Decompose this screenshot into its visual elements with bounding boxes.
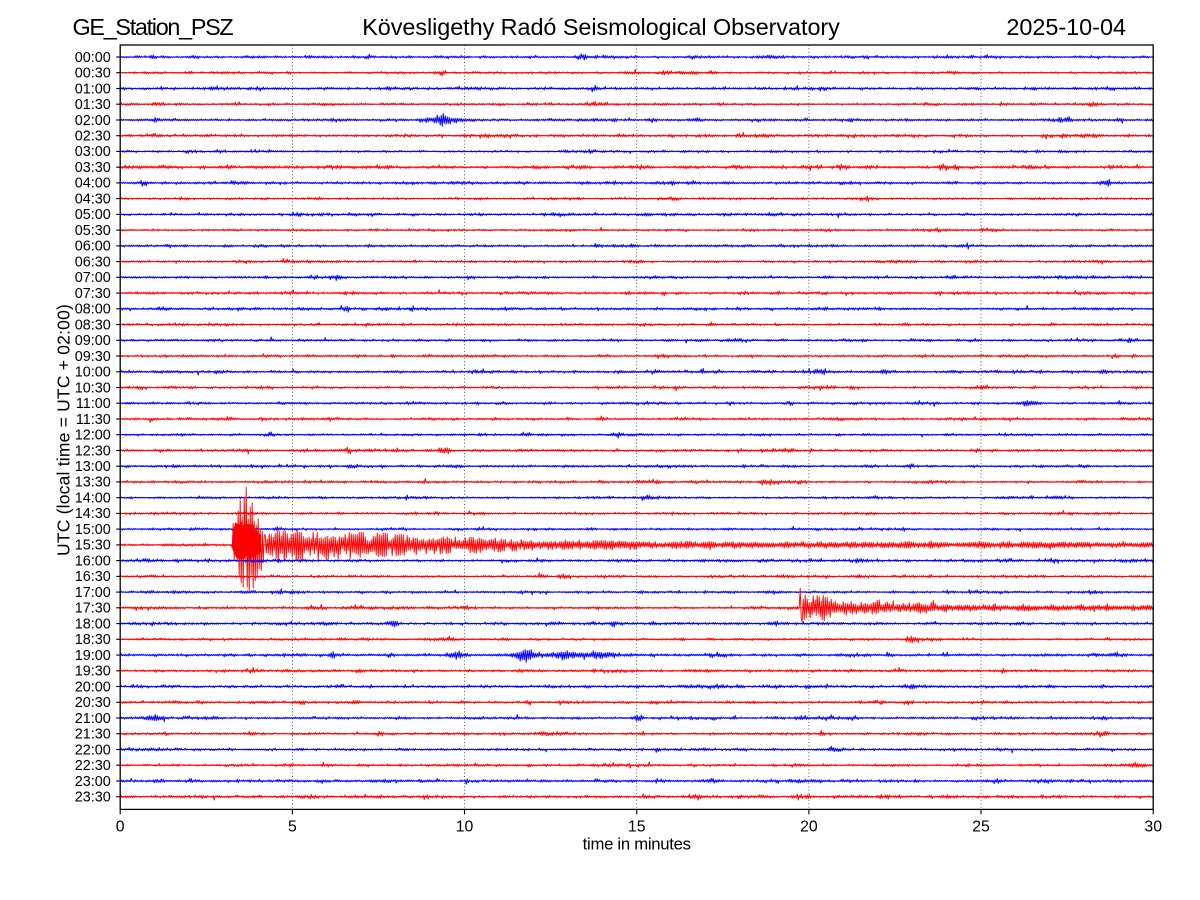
svg-text:30: 30 bbox=[1144, 819, 1162, 836]
svg-text:19:30: 19:30 bbox=[75, 664, 111, 680]
svg-text:07:30: 07:30 bbox=[75, 286, 111, 302]
svg-text:09:30: 09:30 bbox=[75, 349, 111, 365]
svg-text:13:00: 13:00 bbox=[75, 459, 111, 475]
svg-text:10: 10 bbox=[456, 819, 474, 836]
svg-text:06:30: 06:30 bbox=[75, 254, 111, 270]
svg-text:Kövesligethy Radó Seismologica: Kövesligethy Radó Seismological Observat… bbox=[362, 14, 840, 40]
svg-text:time in minutes: time in minutes bbox=[583, 834, 691, 853]
svg-text:12:00: 12:00 bbox=[75, 428, 111, 444]
svg-text:17:00: 17:00 bbox=[75, 585, 111, 601]
svg-text:2025-10-04: 2025-10-04 bbox=[1006, 14, 1126, 40]
svg-text:25: 25 bbox=[972, 819, 990, 836]
svg-text:0: 0 bbox=[116, 819, 125, 836]
svg-text:18:30: 18:30 bbox=[75, 632, 111, 648]
svg-text:08:00: 08:00 bbox=[75, 302, 111, 318]
svg-text:03:00: 03:00 bbox=[75, 144, 111, 160]
svg-text:20: 20 bbox=[800, 819, 818, 836]
svg-text:12:30: 12:30 bbox=[75, 443, 111, 459]
svg-text:10:00: 10:00 bbox=[75, 365, 111, 381]
svg-text:00:30: 00:30 bbox=[75, 66, 111, 82]
svg-text:22:00: 22:00 bbox=[75, 742, 111, 758]
svg-text:UTC (local time = UTC + 02:00): UTC (local time = UTC + 02:00) bbox=[54, 304, 74, 556]
svg-text:15:00: 15:00 bbox=[75, 522, 111, 538]
svg-text:01:30: 01:30 bbox=[75, 97, 111, 113]
svg-text:21:30: 21:30 bbox=[75, 727, 111, 743]
svg-text:11:00: 11:00 bbox=[76, 396, 111, 412]
svg-text:20:00: 20:00 bbox=[75, 679, 111, 695]
svg-text:17:30: 17:30 bbox=[75, 601, 111, 617]
svg-text:01:00: 01:00 bbox=[75, 81, 111, 97]
svg-text:11:30: 11:30 bbox=[76, 412, 111, 428]
svg-text:23:30: 23:30 bbox=[75, 790, 111, 806]
svg-text:16:30: 16:30 bbox=[75, 569, 111, 585]
svg-text:02:00: 02:00 bbox=[75, 113, 111, 129]
svg-text:19:00: 19:00 bbox=[75, 648, 111, 664]
svg-text:22:30: 22:30 bbox=[75, 758, 111, 774]
svg-text:03:30: 03:30 bbox=[75, 160, 111, 176]
svg-text:18:00: 18:00 bbox=[75, 616, 111, 632]
svg-text:00:00: 00:00 bbox=[75, 50, 111, 66]
svg-text:10:30: 10:30 bbox=[75, 380, 111, 396]
svg-text:15: 15 bbox=[628, 819, 646, 836]
svg-text:04:30: 04:30 bbox=[75, 191, 111, 207]
svg-text:02:30: 02:30 bbox=[75, 129, 111, 145]
svg-text:GE_Station_PSZ: GE_Station_PSZ bbox=[73, 14, 234, 40]
svg-text:05:00: 05:00 bbox=[75, 207, 111, 223]
svg-text:23:00: 23:00 bbox=[75, 774, 111, 790]
svg-text:07:00: 07:00 bbox=[75, 270, 111, 286]
svg-text:15:30: 15:30 bbox=[75, 538, 111, 554]
svg-text:08:30: 08:30 bbox=[75, 317, 111, 333]
svg-text:09:00: 09:00 bbox=[75, 333, 111, 349]
svg-text:5: 5 bbox=[288, 819, 297, 836]
svg-text:21:00: 21:00 bbox=[75, 711, 111, 727]
svg-text:20:30: 20:30 bbox=[75, 695, 111, 711]
svg-text:05:30: 05:30 bbox=[75, 223, 111, 239]
svg-text:06:00: 06:00 bbox=[75, 239, 111, 255]
svg-text:13:30: 13:30 bbox=[75, 475, 111, 491]
svg-text:04:00: 04:00 bbox=[75, 176, 111, 192]
svg-text:14:00: 14:00 bbox=[75, 491, 111, 507]
svg-text:16:00: 16:00 bbox=[75, 553, 111, 569]
svg-text:14:30: 14:30 bbox=[75, 506, 111, 522]
